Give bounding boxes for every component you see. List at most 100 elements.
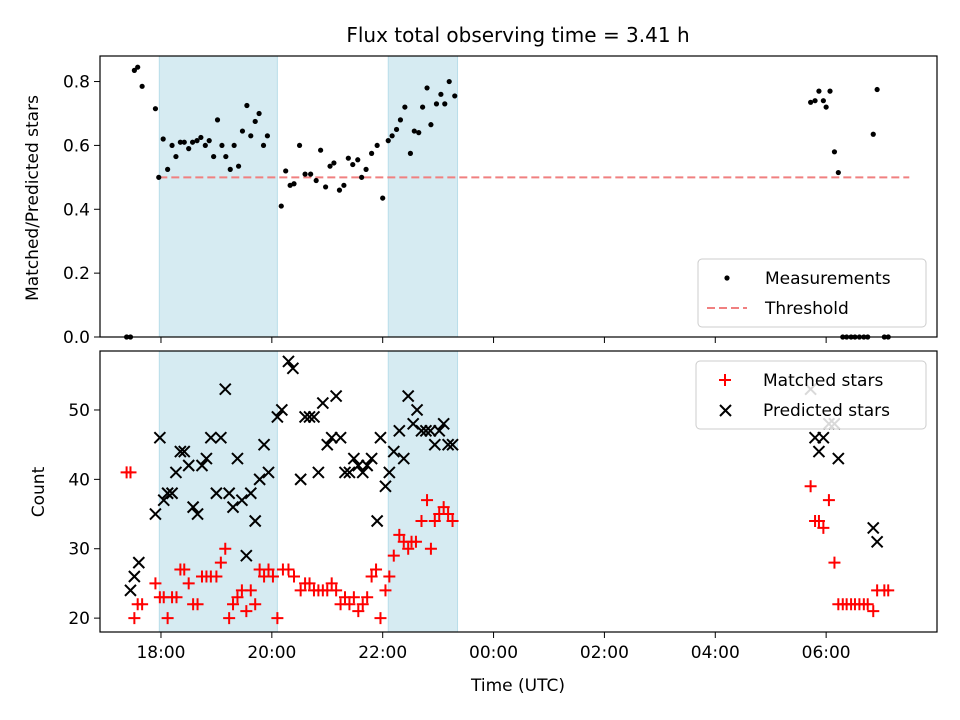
measurement-point	[823, 104, 829, 110]
observing-interval	[158, 55, 278, 338]
measurement-point	[341, 182, 347, 188]
matched-star-point	[822, 494, 835, 507]
y-tick-label: 0.4	[63, 200, 90, 220]
measurement-point	[139, 83, 145, 89]
y-tick-label: 50	[68, 401, 90, 421]
matched-star-point	[191, 598, 204, 611]
measurement-point	[313, 177, 319, 184]
legend-measurements-label: Measurements	[765, 269, 891, 289]
matched-star-point	[271, 612, 284, 625]
predicted-star-point	[132, 556, 146, 569]
measurement-point	[831, 149, 838, 155]
x-tick-label: 06:00	[802, 643, 851, 663]
measurement-point	[160, 136, 166, 142]
y-tick-label: 40	[68, 470, 90, 490]
x-tick-label: 02:00	[580, 643, 629, 663]
matched-star-point	[446, 514, 459, 527]
measurement-point	[323, 184, 329, 190]
measurement-point	[256, 110, 262, 117]
measurement-point	[165, 166, 171, 172]
predicted-star-point	[343, 466, 356, 479]
predicted-star-point	[271, 410, 284, 424]
measurement-point	[820, 98, 826, 104]
measurement-point	[264, 133, 270, 139]
measurement-point	[827, 88, 833, 94]
bottom-panel: 20 30 40 50 18:00 20:00 22:00 00:00 02:00 04:00 0…	[68, 350, 938, 663]
predicted-star-point	[347, 452, 361, 465]
measurement-point	[302, 171, 308, 177]
x-tick-label: 00:00	[469, 643, 518, 663]
matched-star-point	[244, 584, 257, 597]
predicted-star-point	[307, 410, 321, 424]
legend-threshold-label: Threshold	[764, 299, 849, 319]
measurement-point	[385, 138, 391, 144]
measurement-point	[870, 131, 876, 137]
top-panel: 0.0 0.2 0.4 0.6 0.8 Measurements Threshold	[63, 55, 938, 348]
measurement-point	[235, 163, 242, 169]
predicted-star-point	[356, 466, 369, 479]
predicted-star-point	[210, 487, 223, 500]
matched-star-point	[161, 612, 174, 625]
legend-matched-marker	[719, 374, 731, 386]
matched-star-point	[214, 556, 227, 569]
measurement-point	[359, 174, 365, 180]
measurement-point	[442, 101, 448, 107]
predicted-star-point	[446, 438, 459, 451]
measurement-point	[345, 155, 351, 161]
y-tick-label: 0.6	[63, 136, 90, 156]
predicted-star-point	[441, 438, 455, 451]
predicted-star-point	[433, 424, 446, 437]
predicted-star-point	[321, 438, 334, 451]
predicted-star-point	[329, 389, 343, 403]
measurement-point	[181, 139, 187, 145]
predicted-star-point	[200, 452, 213, 465]
measurement-point	[308, 171, 314, 177]
predicted-star-point	[248, 514, 262, 528]
matched-star-point	[303, 577, 316, 590]
observing-interval	[387, 350, 459, 633]
bottom-y-ticks: 20 30 40 50	[68, 401, 100, 629]
matched-star-point	[282, 563, 295, 576]
measurement-point	[186, 146, 192, 152]
bottom-plot-frame	[99, 350, 938, 633]
bottom-observing-intervals	[158, 350, 459, 633]
top-x-ticks	[160, 337, 827, 343]
predicted-star-point	[195, 459, 209, 472]
predicted-star-point	[360, 459, 374, 472]
matched-star-point	[370, 563, 383, 576]
bottom-legend-box	[695, 360, 927, 430]
measurement-point	[239, 128, 246, 134]
measurement-point	[260, 142, 267, 149]
measurement-point	[152, 106, 159, 112]
predicted-star-point	[334, 431, 347, 444]
measurement-point	[355, 157, 361, 163]
measurement-point	[424, 85, 430, 91]
measurement-point	[283, 168, 289, 174]
x-tick-label: 20:00	[247, 643, 296, 663]
predicted-star-point	[312, 466, 325, 479]
predicted-star-point	[262, 466, 275, 479]
chart-title: Flux total observing time = 3.41 h	[346, 23, 689, 47]
observing-interval	[387, 55, 459, 338]
matched-star-point	[428, 514, 441, 527]
predicted-star-point	[161, 487, 174, 500]
matched-star-point	[210, 570, 223, 583]
matched-star-point	[262, 563, 275, 576]
measurement-point	[214, 117, 221, 123]
predicted-star-point	[219, 382, 232, 396]
predicted-star-point	[365, 452, 378, 465]
measurement-point	[389, 133, 395, 139]
predicted-star-point	[397, 452, 410, 465]
measurement-point	[411, 128, 417, 134]
predicted-star-point	[286, 362, 300, 375]
measurement-point	[223, 153, 229, 160]
matched-star-point	[330, 584, 343, 597]
predicted-star-point	[186, 500, 200, 514]
predicted-star-point	[257, 438, 271, 451]
predicted-star-point	[235, 493, 249, 507]
matched-star-point	[223, 612, 236, 625]
matched-star-point	[442, 508, 455, 521]
predicted-star-point	[222, 487, 236, 500]
predicted-star-point	[226, 500, 240, 514]
